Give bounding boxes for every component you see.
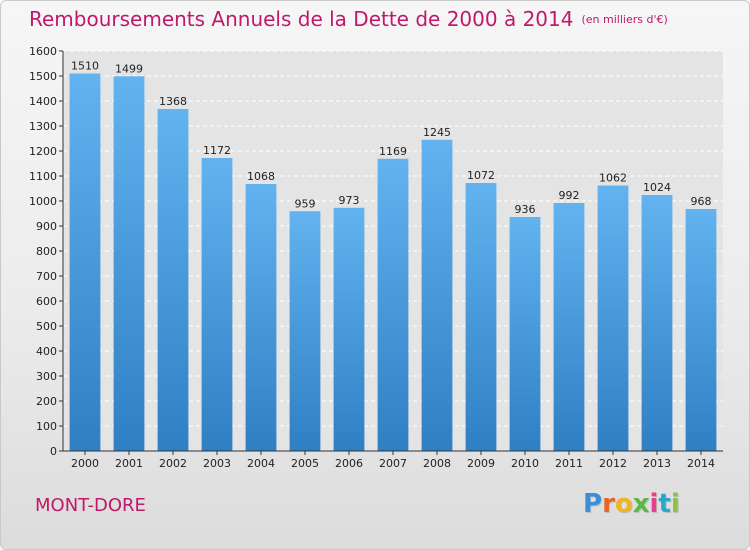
y-tick-label: 800 — [36, 245, 57, 258]
y-tick-label: 200 — [36, 395, 57, 408]
x-tick-label: 2010 — [511, 457, 539, 470]
y-tick-label: 1200 — [29, 145, 57, 158]
bar-value-label: 1072 — [467, 169, 495, 182]
bar — [69, 73, 101, 451]
bar — [421, 139, 453, 451]
x-tick-label: 2009 — [467, 457, 495, 470]
x-tick-label: 2008 — [423, 457, 451, 470]
y-tick-label: 1000 — [29, 195, 57, 208]
proxiti-logo: Proxiti — [583, 489, 680, 519]
y-tick-label: 500 — [36, 320, 57, 333]
y-tick-label: 100 — [36, 420, 57, 433]
bar-value-label: 973 — [339, 194, 360, 207]
bar-value-label: 992 — [559, 189, 580, 202]
bar — [201, 158, 233, 451]
bar-value-label: 1169 — [379, 145, 407, 158]
logo-letter: o — [614, 489, 633, 519]
bar-value-label: 1062 — [599, 172, 627, 185]
x-tick-label: 2007 — [379, 457, 407, 470]
bar-value-label: 1172 — [203, 144, 231, 157]
bar-value-label: 1245 — [423, 126, 451, 139]
y-tick-label: 600 — [36, 295, 57, 308]
x-tick-label: 2011 — [555, 457, 583, 470]
commune-name: MONT-DORE — [35, 495, 146, 516]
y-tick-label: 1500 — [29, 70, 57, 83]
x-tick-label: 2013 — [643, 457, 671, 470]
x-tick-label: 2002 — [159, 457, 187, 470]
bar — [333, 207, 365, 451]
y-tick-label: 1600 — [29, 45, 57, 58]
y-tick-label: 300 — [36, 370, 57, 383]
logo-letter: x — [632, 489, 650, 519]
bar-value-label: 959 — [295, 197, 316, 210]
x-tick-label: 2001 — [115, 457, 143, 470]
bar — [553, 203, 585, 451]
y-tick-label: 1300 — [29, 120, 57, 133]
x-tick-label: 2012 — [599, 457, 627, 470]
logo-letter: i — [649, 489, 659, 519]
y-tick-label: 900 — [36, 220, 57, 233]
bar — [641, 195, 673, 451]
bar-value-label: 1368 — [159, 95, 187, 108]
x-tick-label: 2005 — [291, 457, 319, 470]
bar-value-label: 1024 — [643, 181, 671, 194]
bar-value-label: 1499 — [115, 62, 143, 75]
logo-letter: P — [583, 489, 603, 519]
bar-value-label: 1068 — [247, 170, 275, 183]
x-tick-label: 2014 — [687, 457, 715, 470]
bar — [597, 185, 629, 451]
logo-letter: r — [602, 489, 615, 519]
bar — [509, 217, 541, 451]
bar-value-label: 936 — [515, 203, 536, 216]
chart-unit: (en milliers d'€) — [581, 13, 668, 26]
bar-value-label: 1510 — [71, 60, 99, 73]
bar — [245, 184, 277, 451]
chart-title: Remboursements Annuels de la Dette de 20… — [29, 7, 668, 31]
x-tick-label: 2004 — [247, 457, 275, 470]
bar — [465, 183, 497, 451]
y-tick-label: 1400 — [29, 95, 57, 108]
y-tick-label: 700 — [36, 270, 57, 283]
bar — [289, 211, 321, 451]
bar — [685, 209, 717, 451]
x-tick-label: 2003 — [203, 457, 231, 470]
x-tick-label: 2000 — [71, 457, 99, 470]
bar — [113, 76, 145, 451]
chart-title-text: Remboursements Annuels de la Dette de 20… — [29, 7, 574, 31]
y-tick-label: 400 — [36, 345, 57, 358]
bar-value-label: 968 — [691, 195, 712, 208]
logo-letter: i — [670, 489, 680, 519]
bar — [157, 109, 189, 451]
y-tick-label: 0 — [50, 445, 57, 458]
logo-letter: t — [658, 489, 671, 519]
y-tick-label: 1100 — [29, 170, 57, 183]
bar — [377, 158, 409, 451]
x-tick-label: 2006 — [335, 457, 363, 470]
